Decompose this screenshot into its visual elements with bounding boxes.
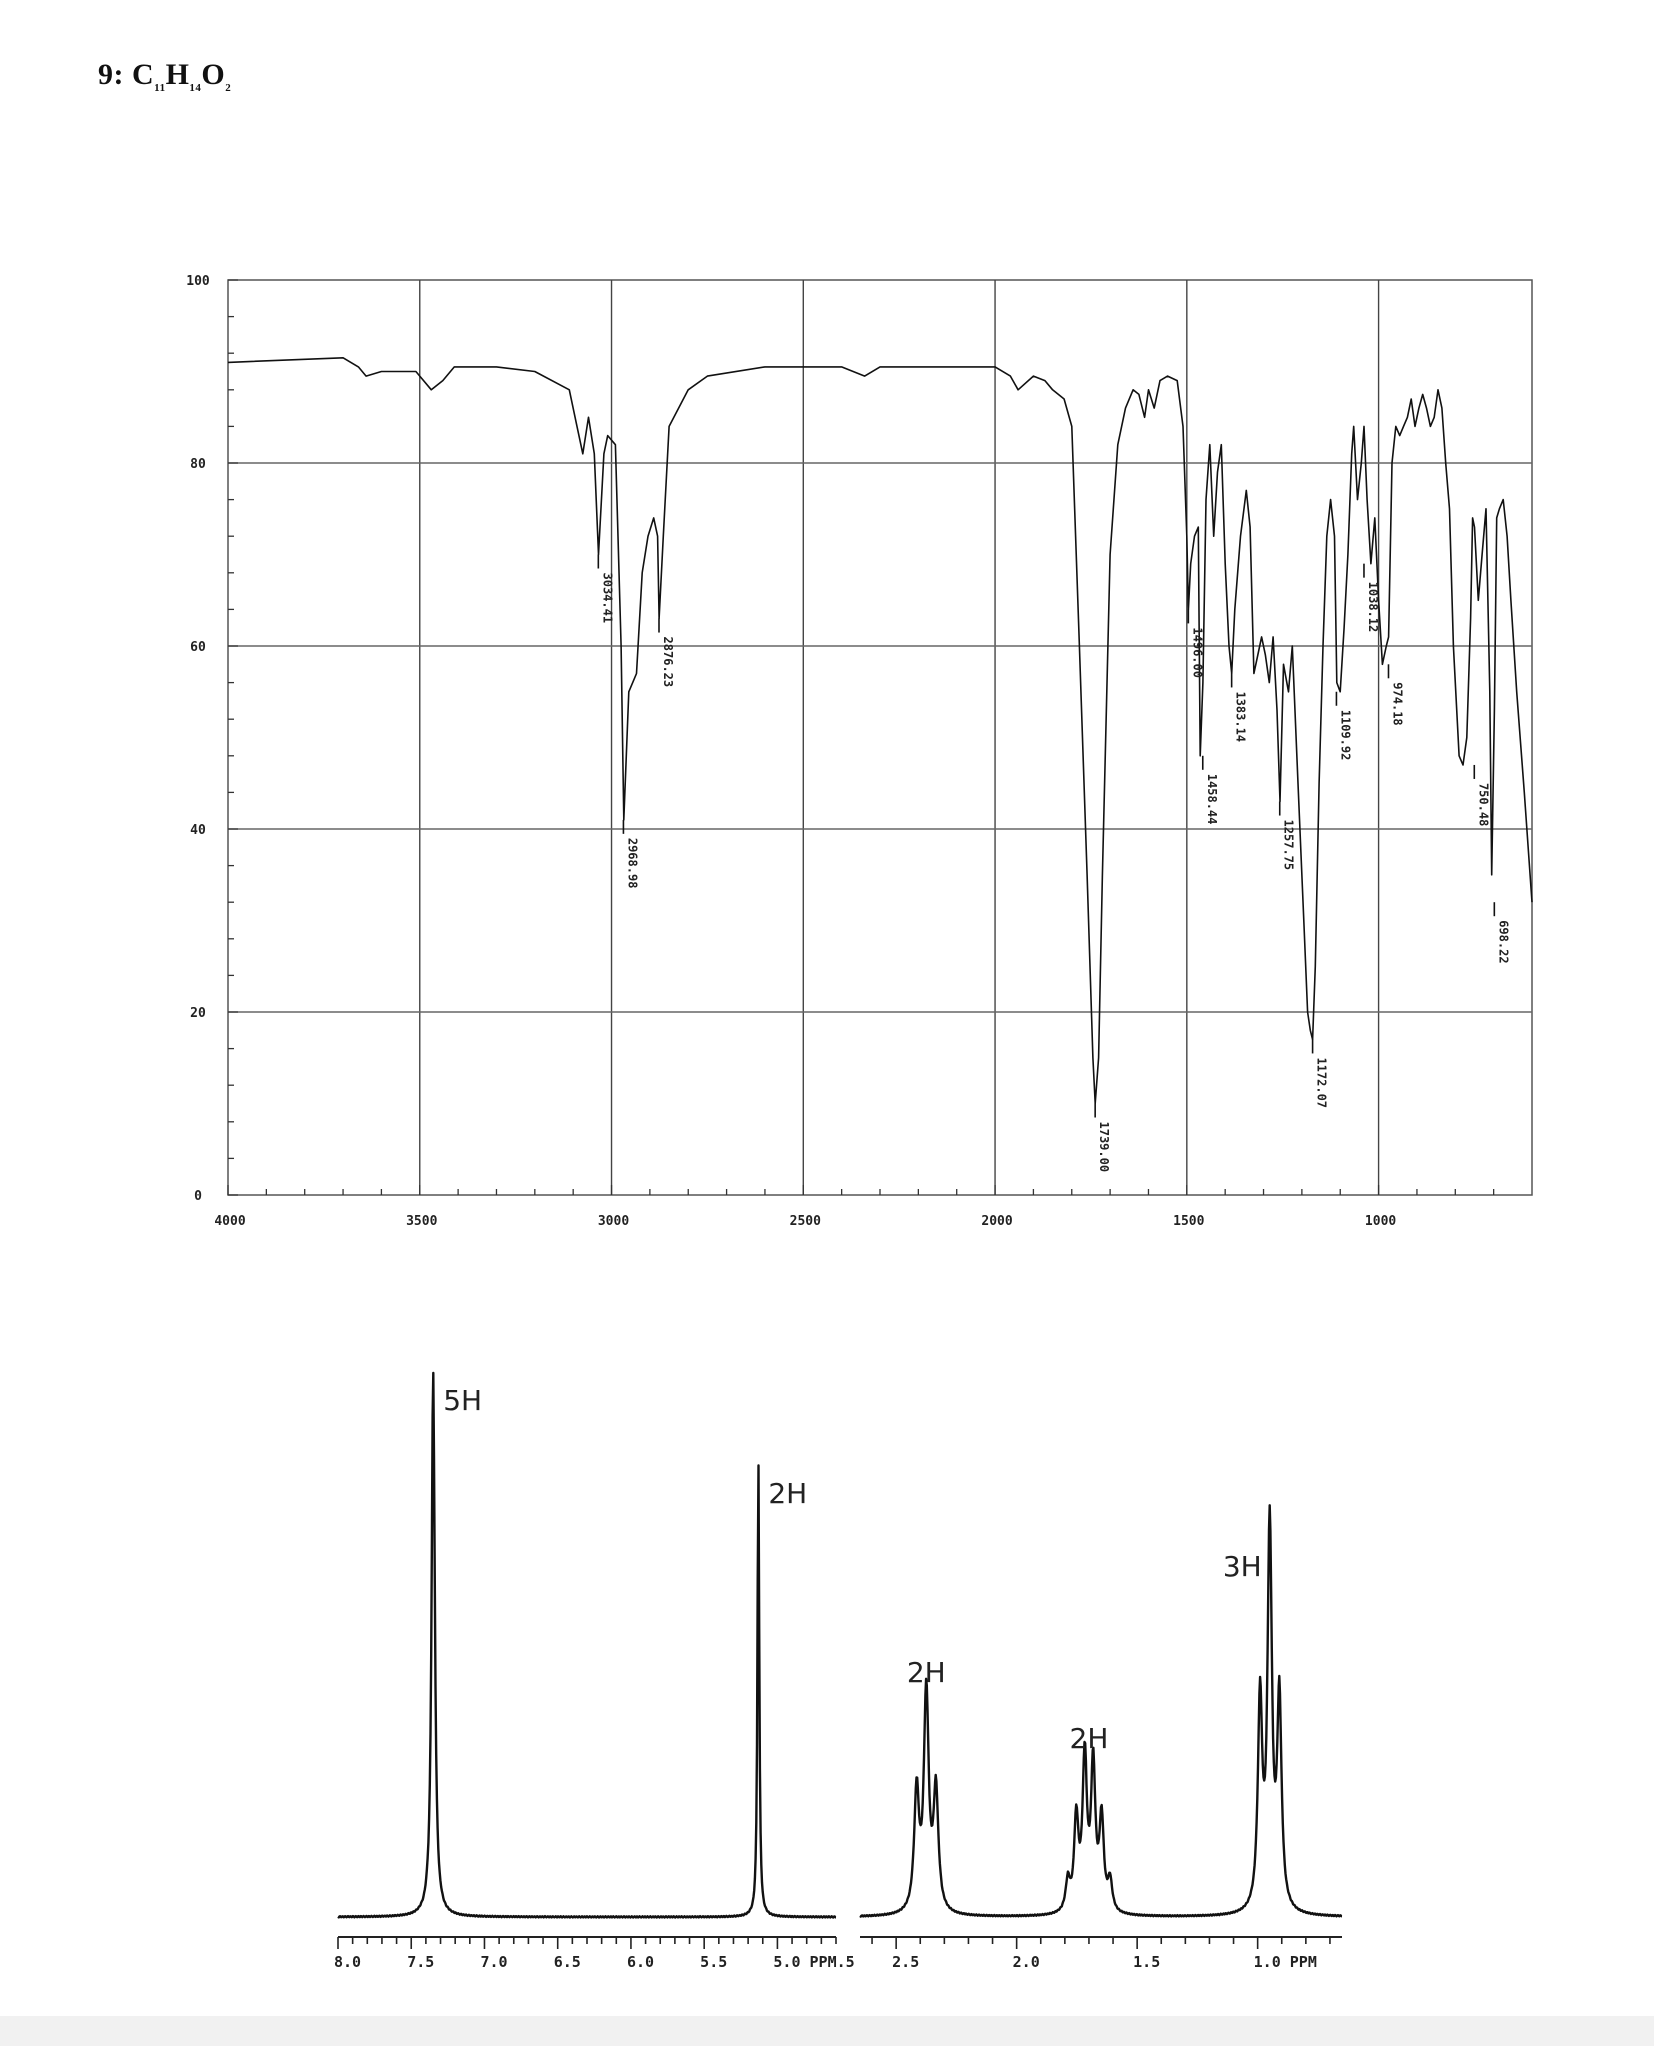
ir-peak-label: 1458.44 — [1205, 774, 1219, 825]
nmr-x-tick-label: 7.5 — [407, 1953, 434, 1971]
ir-y-tick-label: 100 — [186, 274, 210, 289]
ir-peak-label: 1038.12 — [1366, 582, 1380, 633]
ir-peak-label: 2968.98 — [625, 838, 639, 889]
problem-title: 9: C11H14O2 — [98, 58, 231, 94]
ir-y-tick-label: 60 — [190, 640, 206, 655]
ir-peak-label: 1739.00 — [1097, 1122, 1111, 1173]
nmr-x-tick-label: 7.0 — [480, 1953, 507, 1971]
nmr-plot: 8.0 7.5 7.0 6.5 6.0 5.5 5.0 PPM.5 5H 2H 2.5 2.0 1.5… — [334, 1371, 1343, 1971]
nmr-integration-label: 5H — [443, 1384, 482, 1417]
nmr-x-tick-label: 5.5 — [700, 1953, 727, 1971]
nmr-x-tick-label: 2.5 — [892, 1953, 919, 1971]
bottom-bar — [0, 2016, 1654, 2046]
ir-x-tick-label: 4000 — [214, 1214, 245, 1229]
ir-x-tick-label: 3500 — [406, 1214, 437, 1229]
ir-peak-label: 750.48 — [1476, 783, 1490, 826]
ir-peak-label: 1383.14 — [1234, 691, 1248, 742]
nmr-integration-label: 3H — [1223, 1550, 1262, 1583]
nmr-spectrum-chart: 8.0 7.5 7.0 6.5 6.0 5.5 5.0 PPM.5 5H 2H 2.5 2.0 1.5… — [334, 1371, 1343, 1971]
nmr-x-tick-label: 6.5 — [554, 1953, 581, 1971]
ir-peak-label: 3034.41 — [600, 573, 614, 624]
ir-trace-line — [227, 357, 1533, 1105]
nmr-x-tick-label: 1.0 PPM — [1254, 1953, 1317, 1971]
ir-x-tick-label: 2000 — [981, 1214, 1012, 1229]
nmr-integration-label: 2H — [907, 1656, 946, 1689]
nmr-x-tick-label: 5.0 PPM.5 — [773, 1953, 854, 1971]
nmr-trace-line — [337, 1371, 837, 1919]
nmr-x-tick-label: 8.0 — [334, 1953, 361, 1971]
ir-peak-label: 1172.07 — [1315, 1057, 1329, 1108]
nmr-integration-label: 2H — [1070, 1722, 1109, 1755]
ir-peak-label: 974.18 — [1390, 682, 1404, 725]
ir-y-tick-label: 80 — [190, 457, 206, 472]
ir-trace — [227, 357, 1533, 1105]
ir-y-tick-label: 40 — [190, 823, 206, 838]
ir-x-tick-label: 1500 — [1173, 1214, 1204, 1229]
ir-peak-label: 698.22 — [1496, 920, 1510, 963]
ir-peak-labels: 3034.41 2968.98 2876.23 1739.00 1496.00 1458.… — [597, 554, 1510, 1173]
ir-peak-label: 1257.75 — [1282, 820, 1296, 871]
problem-number: 9: — [98, 58, 124, 91]
nmr-x-tick-label: 6.0 — [627, 1953, 654, 1971]
nmr-integration-label: 2H — [768, 1477, 807, 1510]
nmr-x-tick-label: 2.0 — [1013, 1953, 1040, 1971]
nmr-trace-line — [859, 1504, 1343, 1918]
ir-peak-label: 1109.92 — [1338, 710, 1352, 761]
ir-peak-label: 2876.23 — [661, 637, 675, 688]
ir-x-tick-label: 2500 — [790, 1214, 821, 1229]
ir-peak-label: 1496.00 — [1190, 627, 1204, 678]
ir-x-tick-label: 1000 — [1365, 1214, 1396, 1229]
ir-spectrum-chart: 4000 3500 3000 2500 2000 1500 1000 0 20 40 60 80 100… — [186, 274, 1533, 1229]
nmr-x-tick-label: 1.5 — [1133, 1953, 1160, 1971]
ir-y-tick-label: 20 — [190, 1006, 206, 1021]
ir-axes: 4000 3500 3000 2500 2000 1500 1000 0 20 40 60 80 100 — [186, 274, 1495, 1229]
molecular-formula: C11H14O2 — [132, 58, 232, 94]
ir-y-tick-label: 0 — [194, 1189, 202, 1204]
ir-x-tick-label: 3000 — [598, 1214, 629, 1229]
